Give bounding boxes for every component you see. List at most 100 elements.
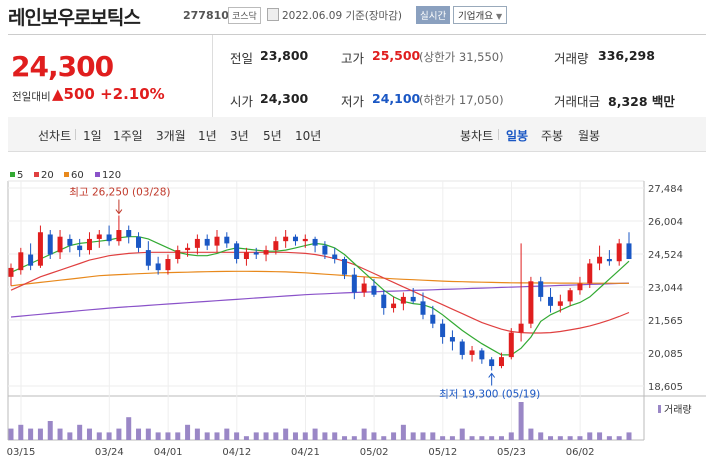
volume-bar bbox=[479, 436, 485, 440]
annotations: 최고 26,250 (03/28) 최저 19,300 (05/19) bbox=[69, 187, 540, 401]
candle-body bbox=[332, 254, 338, 260]
volume-bar bbox=[224, 428, 230, 440]
divider bbox=[212, 35, 213, 117]
candle-body bbox=[283, 236, 289, 242]
legend-ma120: 120 bbox=[95, 170, 121, 181]
volume-bar bbox=[371, 432, 377, 440]
company-overview-button[interactable]: 기업개요 ▼ bbox=[453, 6, 508, 24]
tab-10year[interactable]: 10년 bbox=[295, 129, 322, 143]
candle-body bbox=[508, 332, 514, 358]
arrow-down-icon bbox=[115, 209, 123, 215]
low-value: 24,100 bbox=[372, 91, 421, 106]
tab-monthly[interactable]: 월봉 bbox=[578, 129, 601, 143]
volume-bar bbox=[381, 436, 387, 440]
x-tick-label: 05/02 bbox=[360, 447, 389, 458]
tab-3year[interactable]: 3년 bbox=[230, 129, 249, 143]
volume-bar bbox=[322, 432, 328, 440]
tab-line-chart[interactable]: 선차트 bbox=[38, 129, 72, 143]
volume-bar bbox=[185, 424, 191, 440]
candle-body bbox=[597, 256, 603, 264]
x-tick-label: 06/02 bbox=[566, 447, 595, 458]
amount-label: 거래대금 bbox=[554, 94, 601, 109]
x-tick-label: 05/23 bbox=[497, 447, 526, 458]
candle-body bbox=[312, 238, 318, 246]
candle-body bbox=[165, 259, 171, 271]
volume-bar bbox=[77, 424, 83, 440]
candle-body bbox=[106, 234, 112, 242]
tab-separator bbox=[498, 129, 499, 140]
volume-bar bbox=[214, 432, 220, 440]
candle-body bbox=[440, 323, 446, 338]
tab-daily[interactable]: 일봉 bbox=[506, 129, 529, 143]
tab-5year[interactable]: 5년 bbox=[263, 129, 282, 143]
volume-bar bbox=[292, 432, 298, 440]
volume-bar bbox=[8, 428, 14, 440]
volume-bar bbox=[587, 432, 593, 440]
chart-tabs: 선차트 1일 1주일 3개월 1년 3년 5년 10년 봉차트 일봉 주봉 월봉 bbox=[8, 117, 706, 152]
candle-body bbox=[616, 243, 622, 262]
candle-body bbox=[234, 243, 240, 260]
candle-body bbox=[273, 241, 279, 251]
ma20-line bbox=[10, 251, 630, 334]
volume-value: 336,298 bbox=[598, 48, 655, 63]
volume-bar bbox=[508, 432, 514, 440]
candle-body bbox=[204, 238, 210, 246]
x-tick-label: 03/24 bbox=[95, 447, 124, 458]
tab-candle-chart[interactable]: 봉차트 bbox=[460, 129, 494, 143]
realtime-button[interactable]: 실시간 bbox=[416, 6, 451, 24]
x-tick-label: 05/12 bbox=[428, 447, 457, 458]
y-tick-label: 21,565 bbox=[648, 316, 683, 327]
volume-bar bbox=[459, 428, 465, 440]
candle-body bbox=[263, 250, 269, 255]
ma5-swatch bbox=[10, 172, 15, 177]
volume-bar bbox=[67, 432, 73, 440]
volume-bar bbox=[18, 424, 24, 440]
volume-bar bbox=[116, 428, 122, 440]
y-tick-label: 20,085 bbox=[648, 349, 683, 360]
volume-bar bbox=[126, 417, 132, 440]
volume-bar bbox=[263, 432, 269, 440]
amount-number: 8,328 bbox=[608, 94, 648, 109]
quote-date: 2022.06.09 기준(장마감) bbox=[282, 8, 402, 23]
volume-bar bbox=[518, 402, 524, 440]
tab-weekly[interactable]: 주봉 bbox=[541, 129, 564, 143]
candle-body bbox=[567, 290, 573, 302]
volume-bar bbox=[410, 432, 416, 440]
x-tick-label: 04/01 bbox=[154, 447, 183, 458]
candle-body bbox=[322, 245, 328, 255]
candle-body bbox=[86, 238, 92, 251]
candle-body bbox=[528, 281, 534, 324]
amount-unit: 백만 bbox=[651, 94, 675, 109]
candle-body bbox=[381, 294, 387, 309]
volume-bar bbox=[606, 436, 612, 440]
candles bbox=[8, 215, 632, 371]
candle-body bbox=[479, 350, 485, 360]
y-tick-label: 26,004 bbox=[648, 217, 683, 228]
tab-3month[interactable]: 3개월 bbox=[156, 129, 186, 143]
candle-body bbox=[8, 267, 14, 277]
candle-body bbox=[67, 238, 73, 246]
ma60-swatch bbox=[64, 172, 69, 177]
volume-bar bbox=[597, 432, 603, 440]
current-price: 24,300 bbox=[11, 50, 114, 83]
volume-bar bbox=[616, 436, 622, 440]
y-tick-label: 23,044 bbox=[648, 283, 683, 294]
open-value: 24,300 bbox=[260, 91, 309, 106]
volume-bar bbox=[577, 436, 583, 440]
volume-bar bbox=[351, 436, 357, 440]
ma60-line bbox=[10, 270, 629, 287]
annotation-low: 최저 19,300 (05/19) bbox=[439, 389, 540, 401]
legend-ma5: 5 bbox=[10, 170, 23, 181]
volume-bar bbox=[273, 432, 279, 440]
up-triangle-icon: ▲ bbox=[52, 85, 64, 103]
candle-body bbox=[498, 357, 504, 367]
volume-bar bbox=[234, 432, 240, 440]
tab-1day[interactable]: 1일 bbox=[83, 129, 102, 143]
tab-1year[interactable]: 1년 bbox=[198, 129, 217, 143]
ma60-label: 60 bbox=[71, 170, 84, 181]
candle-body bbox=[577, 283, 583, 291]
tab-1week[interactable]: 1주일 bbox=[113, 129, 143, 143]
candle-body bbox=[253, 252, 259, 255]
lower-limit: (하한가 17,050) bbox=[419, 93, 504, 107]
